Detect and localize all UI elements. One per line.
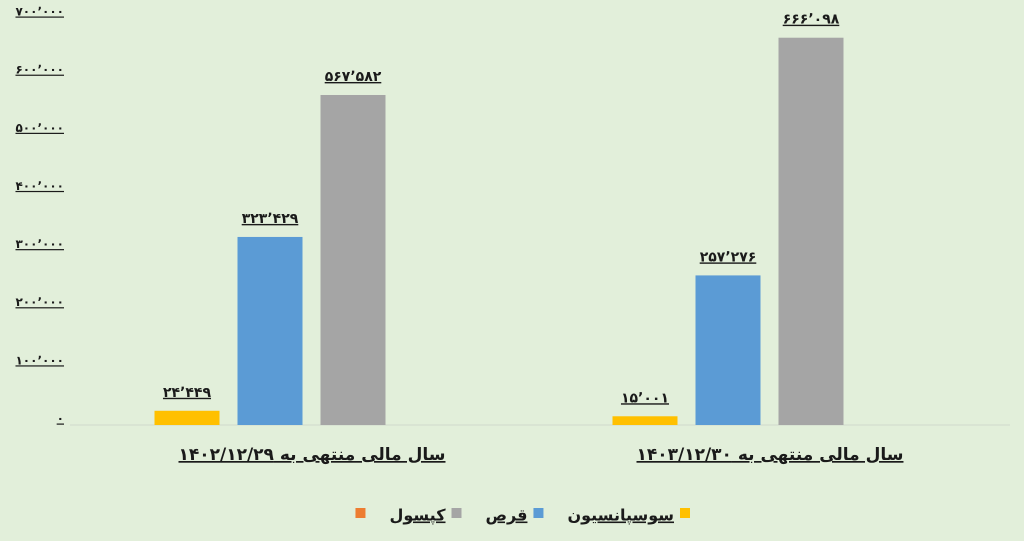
bar	[154, 410, 220, 425]
x-tick-label: سال مالی منتهی به ۱۴۰۲/۱۲/۲۹	[179, 445, 446, 465]
legend-swatch	[451, 508, 462, 518]
legend-label: سوسپانسیون	[567, 506, 674, 526]
legend-label: کپسول	[389, 506, 446, 526]
y-tick-label: ۵۰۰٬۰۰۰	[15, 121, 64, 135]
y-tick-label: ۰	[57, 412, 64, 426]
y-tick-label: ۴۰۰٬۰۰۰	[15, 179, 64, 193]
bar	[237, 236, 303, 425]
legend-swatch	[355, 508, 366, 518]
data-label: ۳۲۳٬۴۲۹	[242, 211, 299, 227]
data-label: ۵۶۷٬۵۸۲	[325, 69, 382, 85]
data-label: ۶۶۶٬۰۹۸	[783, 12, 840, 28]
y-tick-label: ۱۰۰٬۰۰۰	[15, 353, 64, 367]
data-label: ۱۵٬۰۰۱	[621, 390, 669, 406]
y-tick-label: ۲۰۰٬۰۰۰	[15, 295, 64, 309]
x-tick-label: سال مالی منتهی به ۱۴۰۳/۱۲/۳۰	[637, 445, 904, 465]
data-label: ۲۵۷٬۲۷۶	[700, 249, 757, 265]
data-label: ۲۴٬۴۴۹	[163, 385, 211, 401]
y-tick-label: ۷۰۰٬۰۰۰	[15, 5, 64, 19]
y-tick-label: ۳۰۰٬۰۰۰	[15, 237, 64, 251]
legend-swatch	[533, 508, 544, 518]
bar	[320, 94, 386, 425]
bar	[778, 37, 844, 426]
legend-swatch	[680, 508, 690, 518]
y-tick-label: ۶۰۰٬۰۰۰	[15, 63, 64, 77]
bar	[612, 416, 678, 425]
legend-label: قرص	[486, 506, 528, 525]
bar	[695, 275, 761, 425]
